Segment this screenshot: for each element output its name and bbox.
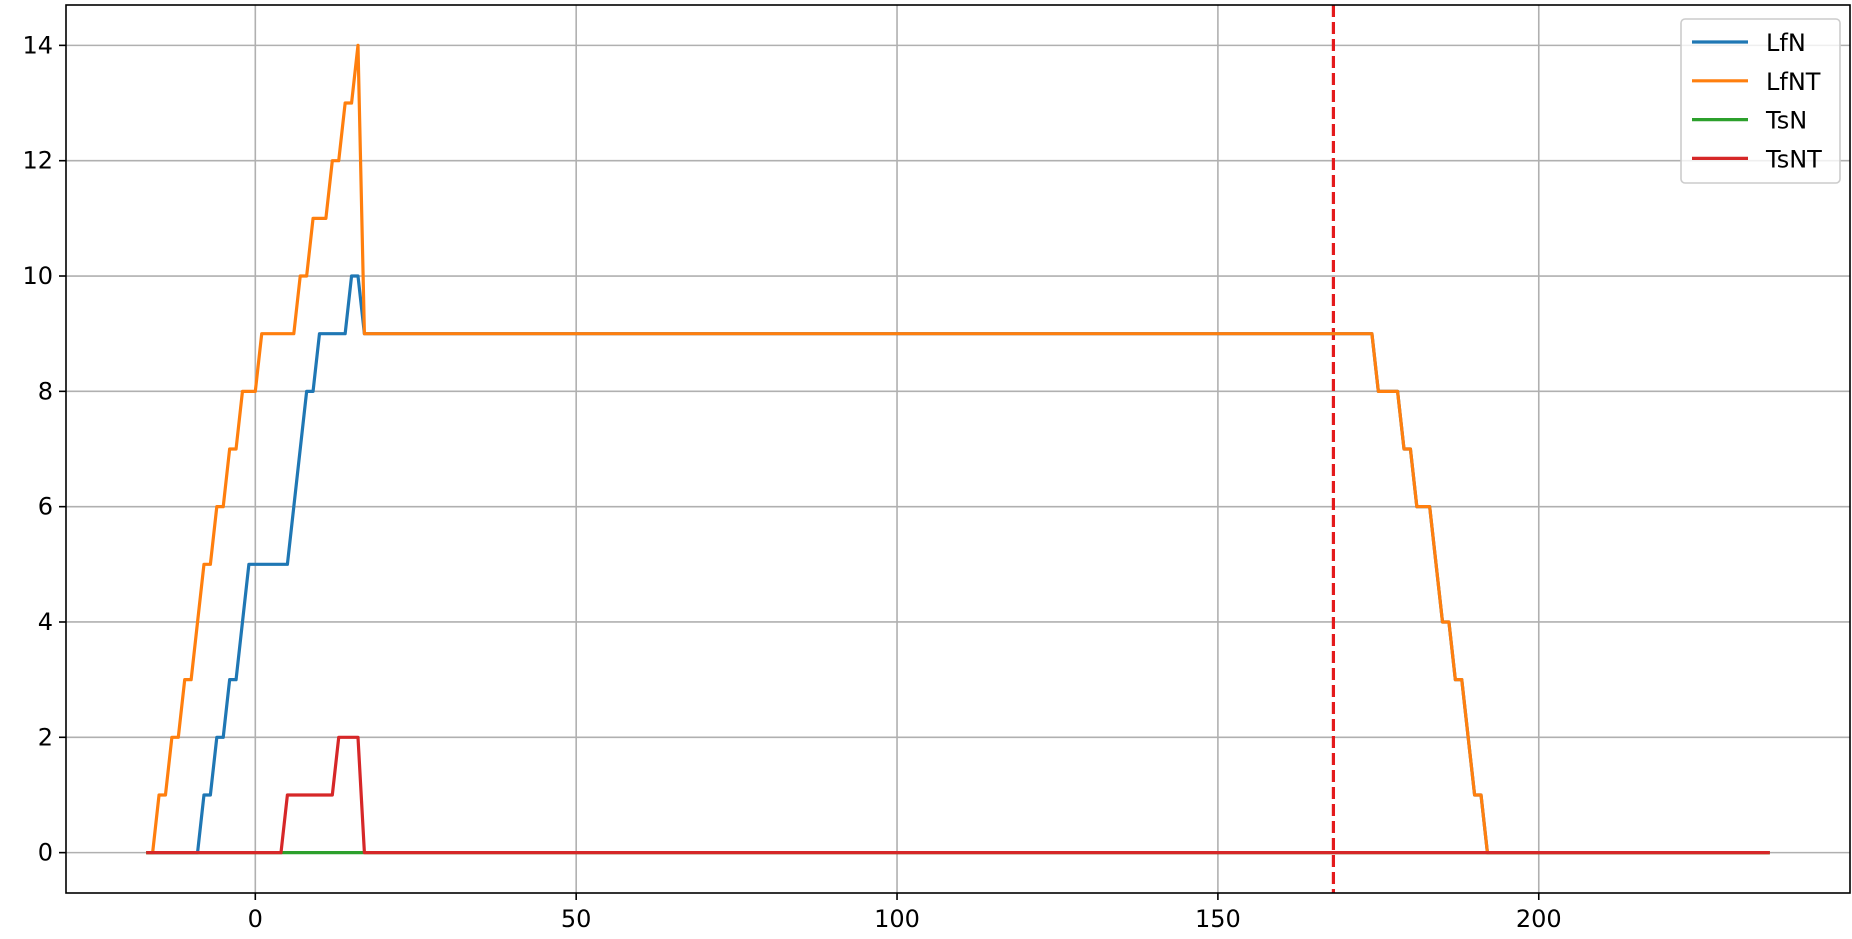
series-line-lfnt: [146, 43, 1770, 855]
legend-label-tsn: TsN: [1765, 107, 1807, 135]
series-line-lfn: [146, 274, 1770, 855]
y-tick-label: 12: [22, 147, 53, 175]
series-layer: [146, 43, 1770, 855]
x-tick-label: 50: [561, 905, 592, 933]
y-tick-label: 2: [38, 723, 53, 751]
grid: [66, 5, 1850, 893]
y-tick-label: 0: [38, 839, 53, 867]
y-tick-label: 4: [38, 608, 53, 636]
plot-frame: [65, 4, 1851, 894]
legend-box: [1680, 18, 1841, 184]
x-axis: 0 50 100 150 200: [248, 893, 1562, 933]
y-axis: 0 2 4 6 8 10 12 14: [22, 31, 66, 867]
y-tick-label: 6: [38, 493, 53, 521]
legend-label-tsnt: TsNT: [1765, 145, 1822, 173]
x-tick-label: 100: [874, 905, 920, 933]
x-tick-label: 200: [1516, 905, 1562, 933]
x-tick-label: 0: [248, 905, 263, 933]
y-tick-label: 8: [38, 377, 53, 405]
legend: LfN LfNT TsN TsNT: [1680, 18, 1841, 184]
series-line-tsnt: [146, 735, 1770, 855]
x-tick-label: 150: [1195, 905, 1241, 933]
legend-label-lfnt: LfNT: [1766, 68, 1821, 96]
y-tick-label: 10: [22, 262, 53, 290]
y-tick-label: 14: [22, 31, 53, 59]
legend-label-lfn: LfN: [1766, 29, 1806, 57]
